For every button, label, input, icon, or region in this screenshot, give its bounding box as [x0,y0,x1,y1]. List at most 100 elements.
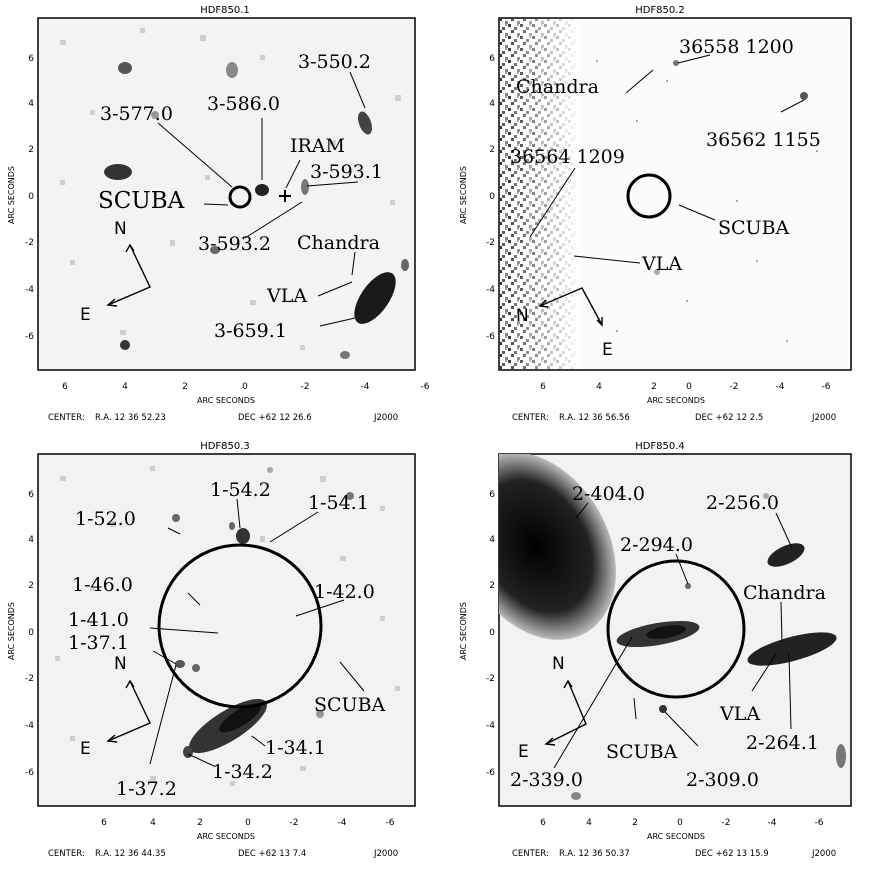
center-dec: DEC +62 13 7.4 [238,849,306,859]
y-tick: 2 [489,581,495,591]
panel-title: HDF850.2 [635,5,685,16]
noise-speckle [55,466,400,786]
annotations: 2-404.0 2-256.0 2-294.0 Chandra VLA 2-26… [510,483,826,791]
label-2-264.1: 2-264.1 [746,732,819,754]
pointer-lines [553,502,793,769]
noise-speckle [60,28,401,350]
x-ticks: 6 4 2 0 -2 -4 -6 [540,382,831,392]
compass-n: N [114,219,127,239]
compass-e: E [602,340,613,360]
x-tick: -2 [722,818,731,828]
label-scuba: SCUBA [606,741,678,763]
y-tick: 0 [489,628,495,638]
panel-hdf850-1: HDF850.1 6 4 [0,0,436,436]
compass [538,287,603,327]
center-line: CENTER: R.A. 12 36 52.23 DEC +62 12 26.6… [48,413,398,423]
x-tick: 2 [632,818,638,828]
y-tick: 6 [489,54,495,64]
label-1-41.0: 1-41.0 [68,609,129,631]
x-tick: 6 [540,818,546,828]
scuba-circle [157,543,323,709]
y-tick: 0 [489,192,495,202]
center-label: CENTER: [48,849,85,859]
center-line: CENTER: R.A. 12 36 56.56 DEC +62 12 2.5 … [512,413,836,423]
label-chandra: Chandra [743,582,826,604]
y-tick: -2 [486,674,495,684]
x-tick: 0 [245,818,251,828]
label-36558-1200: 36558 1200 [679,36,794,58]
pointer-lines [157,71,366,327]
center-epoch: J2000 [373,849,398,859]
y-tick: 4 [28,99,34,109]
compass [106,679,151,743]
label-3-550.2: 3-550.2 [298,51,371,73]
annotations: 3-550.2 3-586.0 3-577.0 IRAM 3-593.1 SCU… [98,51,383,342]
label-2-294.0: 2-294.0 [620,534,693,556]
x-axis-label: ARC SECONDS [647,832,705,841]
x-axis-label: ARC SECONDS [197,832,255,841]
label-1-34.1: 1-34.1 [265,737,326,759]
center-ra: R.A. 12 36 50.37 [559,849,630,859]
label-3-593.2: 3-593.2 [198,233,271,255]
compass [106,243,151,307]
y-ticks: 6 4 2 0 -2 -4 -6 [25,490,34,778]
x-tick: -6 [421,382,430,392]
panel-4-figure: HDF850.4 6 4 2 0 -2 -4 -6 [459,441,852,859]
x-tick: 6 [101,818,107,828]
x-tick: 4 [586,818,592,828]
noise-speckle [596,60,818,342]
y-tick: 6 [28,490,34,500]
scuba-circle [606,559,746,699]
center-dec: DEC +62 13 15.9 [695,849,769,859]
y-tick: -4 [25,721,34,731]
galaxies [172,467,354,758]
x-tick: -2 [730,382,739,392]
center-ra: R.A. 12 36 52.23 [95,413,166,423]
pointer-lines [529,54,805,264]
panel-hdf850-2: HDF850.2 6 4 2 0 -2 [436,0,872,436]
panel-3-figure: HDF850.3 6 4 2 0 -2 -4 [7,441,416,859]
y-axis-label: ARC SECONDS [459,166,468,224]
y-tick: 0 [28,628,34,638]
x-tick: 4 [122,382,128,392]
x-tick: -6 [822,382,831,392]
y-tick: 6 [489,490,495,500]
y-tick: -4 [486,285,495,295]
label-36564-1209: 36564 1209 [510,146,625,168]
x-tick: -2 [301,382,310,392]
y-tick: -4 [25,285,34,295]
label-chandra: Chandra [297,232,380,254]
label-3-577.0: 3-577.0 [100,103,173,125]
label-1-52.0: 1-52.0 [75,508,136,530]
x-ticks: 6 4 2 0 -2 -4 -6 [101,818,395,828]
image-area [37,453,416,807]
x-tick: -6 [386,818,395,828]
label-36562-1155: 36562 1155 [706,129,821,151]
x-tick: 0 [242,382,248,392]
x-tick: -2 [290,818,299,828]
y-tick: 4 [489,535,495,545]
x-tick: -4 [768,818,777,828]
compass-n: N [552,654,565,674]
panel-title: HDF850.3 [200,441,250,452]
center-label: CENTER: [48,413,85,423]
label-3-659.1: 3-659.1 [214,320,287,342]
center-ra: R.A. 12 36 56.56 [559,413,630,423]
x-tick: -4 [338,818,347,828]
x-tick: 2 [197,818,203,828]
y-tick: -6 [25,768,34,778]
y-tick: 2 [489,145,495,155]
y-tick: 6 [28,54,34,64]
panel-hdf850-4: HDF850.4 6 4 2 0 -2 -4 -6 [436,436,872,872]
panel-1-figure: HDF850.1 6 4 [7,5,430,423]
y-tick: 2 [28,145,34,155]
center-label: CENTER: [512,413,549,423]
y-tick: 4 [489,99,495,109]
compass [544,679,587,746]
label-1-46.0: 1-46.0 [72,574,133,596]
label-1-42.0: 1-42.0 [314,581,375,603]
y-axis-label: ARC SECONDS [7,166,16,224]
y-tick: 0 [28,192,34,202]
y-tick: -2 [25,674,34,684]
label-1-54.2: 1-54.2 [210,479,271,501]
